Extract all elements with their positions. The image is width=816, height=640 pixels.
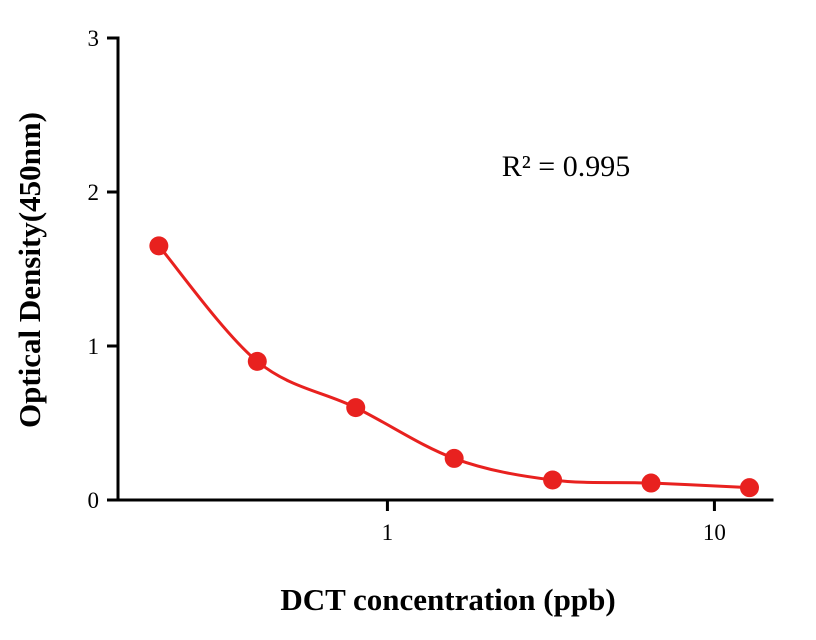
svg-text:3: 3 [88, 26, 100, 51]
svg-text:2: 2 [88, 180, 100, 205]
svg-text:1: 1 [382, 520, 394, 545]
r-squared-annotation: R² = 0.995 [501, 150, 631, 183]
svg-text:1: 1 [88, 334, 100, 359]
x-axis-label: DCT concentration (ppb) [280, 582, 616, 617]
svg-text:10: 10 [703, 520, 726, 545]
svg-text:0: 0 [88, 488, 100, 513]
y-axis-label: Optical Density(450nm) [12, 111, 47, 429]
